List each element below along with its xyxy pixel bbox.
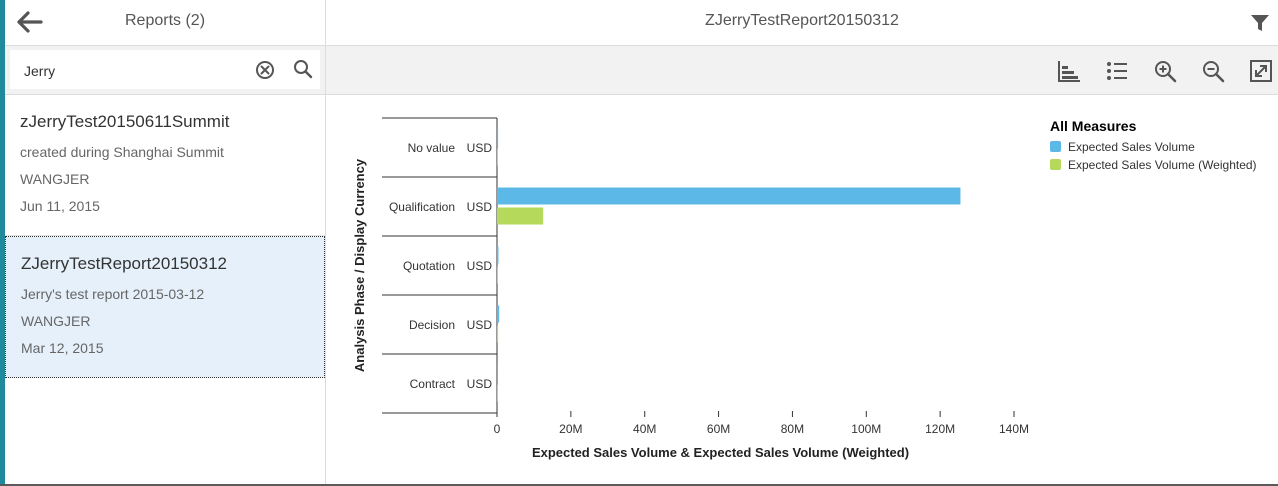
search-bar (5, 46, 325, 95)
report-description: Jerry's test report 2015-03-12 (21, 286, 205, 302)
list-view-button[interactable] (1104, 58, 1130, 84)
report-date: Jun 11, 2015 (20, 198, 100, 214)
back-button[interactable] (15, 8, 45, 36)
arrow-left-icon (17, 11, 43, 33)
bar (497, 187, 961, 205)
detail-header: ZJerryTestReport20150312 (326, 0, 1278, 46)
report-owner: WANGJER (21, 313, 91, 329)
report-list-item[interactable]: zJerryTest20150611Summit created during … (5, 95, 325, 236)
y-tick-label-phase: Contract (410, 377, 456, 391)
report-title: zJerryTest20150611Summit (20, 112, 230, 131)
legend-entry-series-2[interactable]: Expected Sales Volume (Weighted) (1050, 156, 1257, 174)
detail-title: ZJerryTestReport20150312 (705, 12, 899, 29)
bar (497, 128, 499, 146)
zoom-in-button[interactable] (1152, 58, 1178, 84)
y-axis-title: Analysis Phase / Display Currency (352, 158, 367, 372)
bar (497, 148, 498, 166)
search-box (10, 50, 320, 89)
y-tick-label-currency: USD (467, 200, 493, 214)
search-button[interactable] (292, 58, 314, 80)
y-tick-label-phase: Qualification (389, 200, 455, 214)
x-tick-label: 120M (925, 422, 955, 436)
report-list: zJerryTest20150611Summit created during … (5, 95, 325, 378)
report-description: created during Shanghai Summit (20, 144, 224, 160)
y-tick-label-phase: No value (408, 141, 456, 155)
y-tick-label-phase: Decision (409, 318, 455, 332)
y-tick-label-currency: USD (467, 259, 493, 273)
bar (497, 246, 499, 264)
y-tick-label-phase: Quotation (403, 259, 455, 273)
legend-label-1: Expected Sales Volume (1068, 140, 1195, 154)
search-input[interactable] (22, 59, 246, 83)
zoom-out-button[interactable] (1200, 58, 1226, 84)
x-axis-title: Expected Sales Volume & Expected Sales V… (532, 445, 909, 460)
report-owner: WANGJER (20, 171, 90, 187)
y-tick-label-currency: USD (467, 141, 493, 155)
legend-swatch-1 (1050, 141, 1061, 152)
x-tick-label: 40M (633, 422, 656, 436)
bar (497, 207, 544, 225)
report-list-item-selected[interactable]: ZJerryTestReport20150312 Jerry's test re… (5, 236, 325, 378)
clear-search-button[interactable] (254, 59, 276, 81)
bottom-border (0, 484, 1278, 486)
bar-chart: No value USD Qualification USD Quotation USD D… (352, 117, 1029, 460)
report-title: ZJerryTestReport20150312 (21, 254, 228, 273)
y-tick-label-currency: USD (467, 318, 493, 332)
fullscreen-icon (1250, 60, 1272, 82)
zoom-in-icon (1155, 61, 1177, 83)
bar-chart-icon (1058, 61, 1080, 82)
list-icon (1107, 62, 1127, 80)
clear-icon (256, 61, 274, 79)
y-tick-label-currency: USD (467, 377, 493, 391)
report-date: Mar 12, 2015 (21, 340, 104, 356)
x-tick-label: 100M (851, 422, 881, 436)
chart-toolbar (326, 46, 1278, 95)
x-tick-label: 80M (781, 422, 804, 436)
master-header: Reports (2) (5, 0, 325, 46)
x-tick-label: 60M (707, 422, 730, 436)
x-tick-label: 0 (494, 422, 501, 436)
x-tick-label: 20M (559, 422, 582, 436)
legend-label-2: Expected Sales Volume (Weighted) (1068, 158, 1257, 172)
accent-bar (0, 0, 5, 486)
x-tick-label: 140M (999, 422, 1029, 436)
fullscreen-button[interactable] (1248, 58, 1274, 84)
legend-title: All Measures (1050, 118, 1137, 134)
legend-swatch-2 (1050, 159, 1061, 170)
filter-icon (1251, 15, 1269, 31)
legend-entry-series-1[interactable]: Expected Sales Volume (1050, 138, 1257, 156)
bar (497, 384, 498, 402)
bar (497, 266, 498, 284)
master-title: Reports (2) (125, 12, 206, 29)
chart-type-button[interactable] (1056, 58, 1082, 84)
bar (497, 364, 498, 382)
chart-legend: All Measures Expected Sales Volume Expec… (1050, 118, 1257, 174)
bar (497, 305, 500, 323)
bar (497, 325, 499, 343)
filter-button[interactable] (1248, 10, 1272, 34)
zoom-out-icon (1203, 61, 1225, 83)
search-icon (294, 60, 313, 79)
pane-divider (325, 0, 326, 484)
